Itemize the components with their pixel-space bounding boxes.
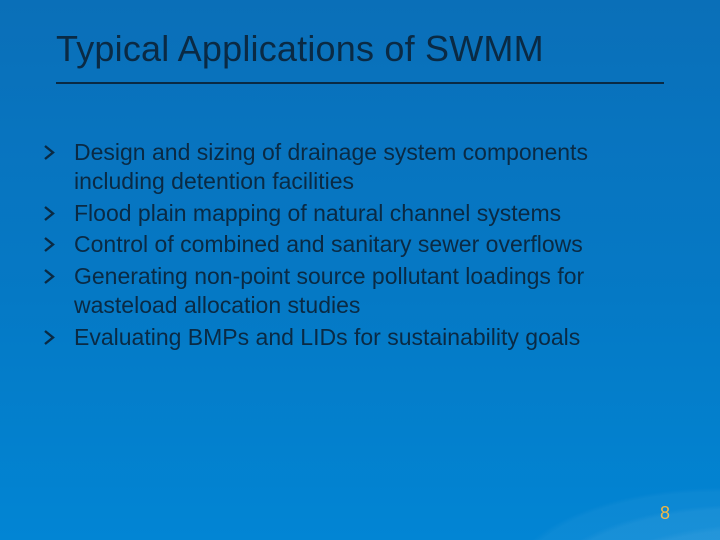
bullet-text: Control of combined and sanitary sewer o… bbox=[74, 230, 672, 259]
bullet-text: Generating non-point source pollutant lo… bbox=[74, 262, 672, 321]
list-item: Control of combined and sanitary sewer o… bbox=[44, 230, 672, 259]
list-item: Design and sizing of drainage system com… bbox=[44, 138, 672, 197]
chevron-right-icon bbox=[44, 230, 74, 252]
title-area: Typical Applications of SWMM bbox=[0, 0, 720, 84]
slide: Typical Applications of SWMM Design and … bbox=[0, 0, 720, 540]
bullet-text: Design and sizing of drainage system com… bbox=[74, 138, 672, 197]
page-number: 8 bbox=[660, 503, 670, 524]
list-item: Generating non-point source pollutant lo… bbox=[44, 262, 672, 321]
slide-body: Design and sizing of drainage system com… bbox=[0, 84, 720, 352]
bullet-text: Flood plain mapping of natural channel s… bbox=[74, 199, 672, 228]
chevron-right-icon bbox=[44, 138, 74, 160]
list-item: Flood plain mapping of natural channel s… bbox=[44, 199, 672, 228]
bullet-list: Design and sizing of drainage system com… bbox=[44, 138, 672, 352]
bullet-text: Evaluating BMPs and LIDs for sustainabil… bbox=[74, 323, 672, 352]
list-item: Evaluating BMPs and LIDs for sustainabil… bbox=[44, 323, 672, 352]
slide-title: Typical Applications of SWMM bbox=[56, 28, 664, 70]
chevron-right-icon bbox=[44, 262, 74, 284]
chevron-right-icon bbox=[44, 199, 74, 221]
chevron-right-icon bbox=[44, 323, 74, 345]
